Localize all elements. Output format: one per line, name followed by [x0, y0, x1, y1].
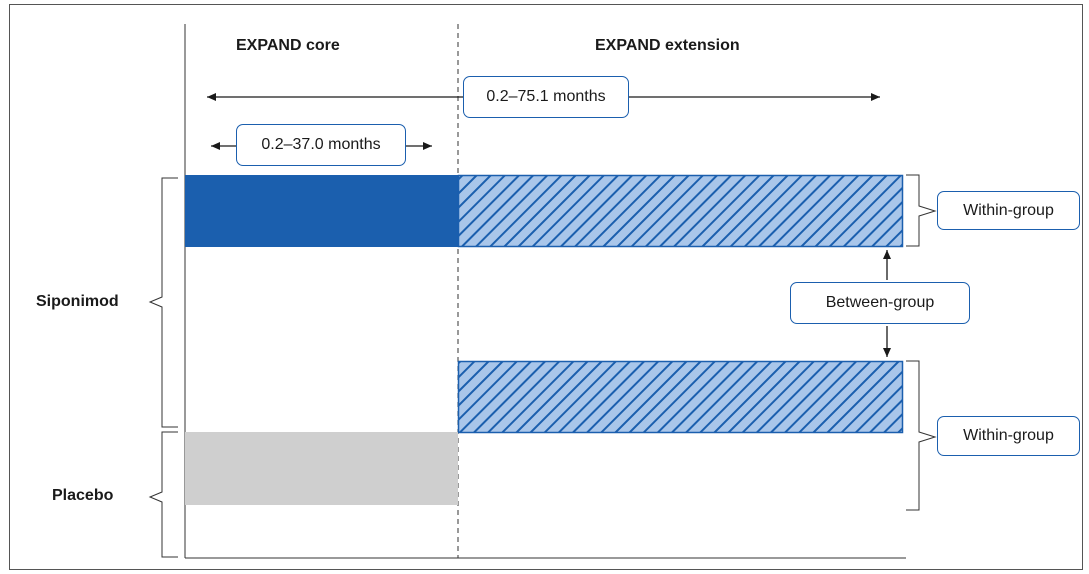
within-top-brace — [906, 174, 937, 247]
core-header: EXPAND core — [236, 37, 340, 54]
siponimod-extension-bar — [457, 174, 904, 248]
extension-header: EXPAND extension — [595, 37, 740, 54]
overall-duration-callout: 0.2–75.1 months — [463, 76, 629, 118]
within-group-callout-top: Within-group — [937, 191, 1080, 230]
placebo-brace — [148, 431, 178, 558]
within-group-callout-bottom: Within-group — [937, 416, 1080, 456]
placebo-core-bar — [185, 432, 458, 505]
between-group-callout: Between-group — [790, 282, 970, 324]
siponimod-brace — [148, 177, 178, 428]
placebo-label: Placebo — [52, 487, 114, 504]
siponimod-core-bar — [185, 175, 458, 247]
within-bottom-brace — [906, 360, 937, 511]
core-duration-callout: 0.2–37.0 months — [236, 124, 406, 166]
siponimod-label: Siponimod — [36, 293, 119, 310]
placebo-extension-bar — [457, 360, 904, 434]
outer-frame — [9, 4, 1083, 570]
